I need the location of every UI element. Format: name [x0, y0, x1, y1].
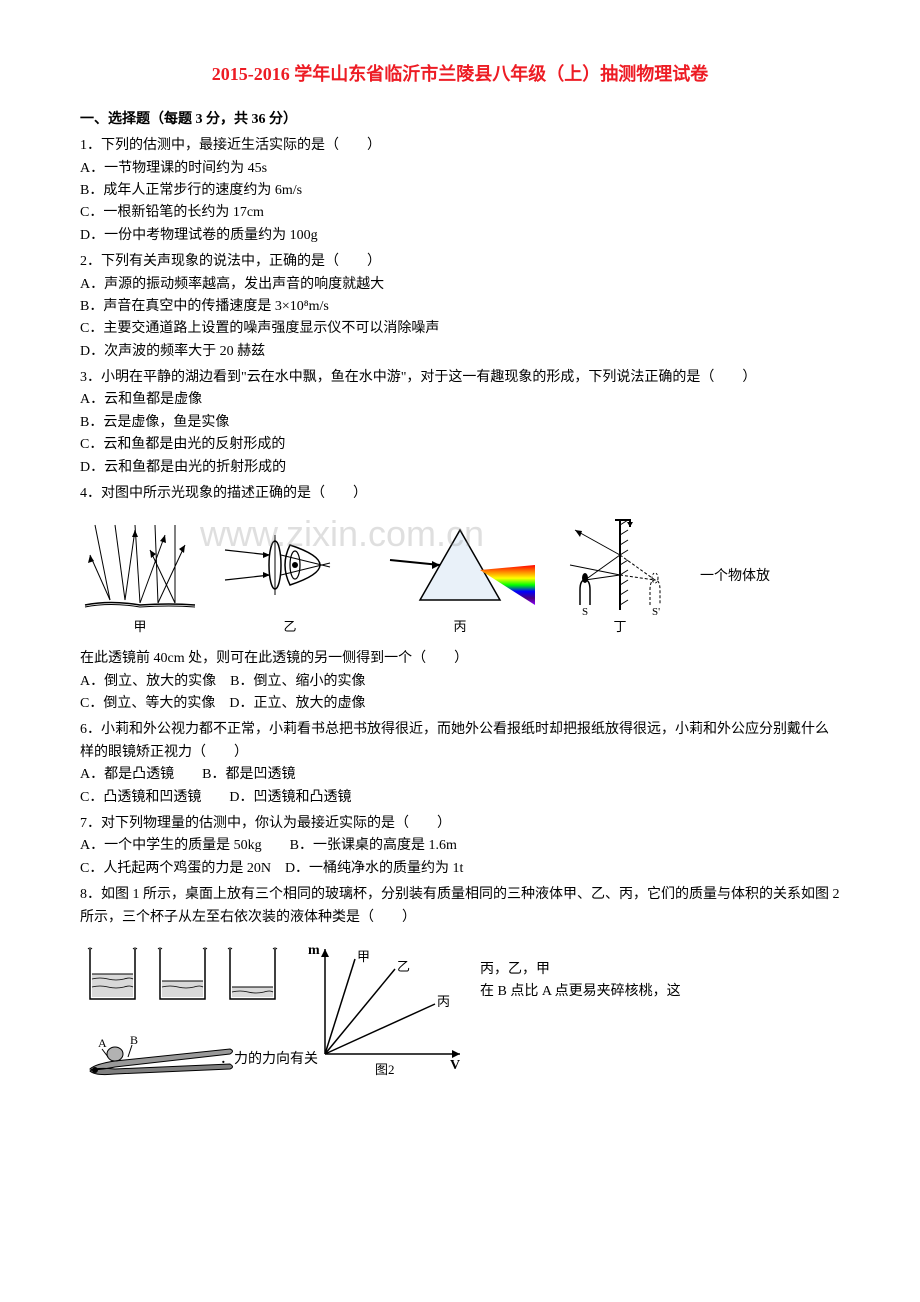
svg-text:B: B	[130, 1033, 138, 1047]
svg-text:S': S'	[652, 606, 660, 615]
svg-text:甲: 甲	[357, 949, 370, 964]
svg-text:V: V	[450, 1058, 460, 1073]
q4-label-yi: 乙	[283, 617, 296, 638]
q3-option-b: B．云是虚像，鱼是实像	[80, 412, 840, 434]
svg-text:乙: 乙	[397, 959, 410, 974]
q8-graph: m V 甲 乙 丙 图2	[300, 939, 470, 1079]
q6-option-ab: A．都是凸透镜 B．都是凹透镜	[80, 764, 840, 786]
q1-option-a: A．一节物理课的时间约为 45s	[80, 158, 840, 180]
q4-label-jia: 甲	[133, 617, 146, 638]
q5-tail: 一个物体放	[700, 566, 770, 588]
svg-text:m: m	[308, 943, 320, 958]
q8-right-text: 丙，乙，甲 在 B 点比 A 点更易夹碎核桃，这	[480, 939, 840, 1004]
mirror-image-icon: S S'	[560, 515, 680, 615]
q3-option-d: D．云和鱼都是由光的折射形成的	[80, 457, 840, 479]
q5-option-cd: C．倒立、等大的实像 D．正立、放大的虚像	[80, 693, 840, 715]
q7-option-cd: C．人托起两个鸡蛋的力是 20N D．一桶纯净水的质量约为 1t	[80, 858, 840, 880]
q8-figure-row: A B m V 甲 乙 丙 图2 丙，乙，甲 在 B 点比 A 点更易夹碎核桃，…	[80, 939, 840, 1099]
q1-option-d: D．一份中考物理试卷的质量约为 100g	[80, 225, 840, 247]
q4-figure-jia: 甲	[80, 515, 200, 638]
q4-figure-ding: S S' 丁	[560, 515, 680, 638]
q9-fragment: ．力的力向有关	[220, 1049, 840, 1071]
svg-text:S: S	[582, 606, 588, 615]
q8-stem: 8．如图 1 所示，桌面上放有三个相同的玻璃杯，分别装有质量相同的三种液体甲、乙…	[80, 884, 840, 929]
q5-stem-line2: 在此透镜前 40cm 处，则可在此透镜的另一侧得到一个（ ）	[80, 648, 840, 670]
q3-option-c: C．云和鱼都是由光的反射形成的	[80, 434, 840, 456]
mv-graph-icon: m V 甲 乙 丙 图2	[300, 939, 470, 1079]
q3-option-a: A．云和鱼都是虚像	[80, 389, 840, 411]
q8-right-text1: 丙，乙，甲	[480, 959, 840, 981]
q6-option-cd: C．凸透镜和凹透镜 D．凹透镜和凸透镜	[80, 787, 840, 809]
q6-stem: 6．小莉和外公视力都不正常，小莉看书总把书放得很近，而她外公看报纸时却把报纸放得…	[80, 719, 840, 764]
svg-text:图2: 图2	[375, 1062, 395, 1077]
q1-option-b: B．成年人正常步行的速度约为 6m/s	[80, 180, 840, 202]
exam-title: 2015-2016 学年山东省临沂市兰陵县八年级（上）抽测物理试卷	[80, 60, 840, 89]
q2-option-d: D．次声波的频率大于 20 赫兹	[80, 341, 840, 363]
svg-text:A: A	[98, 1036, 107, 1050]
q2-option-c: C．主要交通道路上设置的噪声强度显示仪不可以消除噪声	[80, 318, 840, 340]
q4-figure-row: www.zixin.com.cn 甲	[80, 515, 840, 638]
prism-dispersion-icon	[380, 515, 540, 615]
q2-option-b: B．声音在真空中的传播速度是 3×10⁸m/s	[80, 296, 840, 318]
q7-stem: 7．对下列物理量的估测中，你认为最接近实际的是（ ）	[80, 813, 840, 835]
q1-stem: 1．下列的估测中，最接近生活实际的是（ ）	[80, 135, 840, 157]
q8-beakers: A B	[80, 939, 290, 1099]
q2-stem: 2．下列有关声现象的说法中，正确的是（ ）	[80, 251, 840, 273]
q7-option-ab: A．一个中学生的质量是 50kg B．一张课桌的高度是 1.6m	[80, 835, 840, 857]
svg-text:丙: 丙	[437, 994, 450, 1009]
beakers-icon	[80, 939, 290, 1029]
q4-label-bing: 丙	[453, 617, 466, 638]
section-1-header: 一、选择题（每题 3 分，共 36 分）	[80, 109, 840, 131]
q4-label-ding: 丁	[613, 617, 626, 638]
q4-stem: 4．对图中所示光现象的描述正确的是（ ）	[80, 483, 840, 505]
q5-option-ab: A．倒立、放大的实像 B．倒立、缩小的实像	[80, 671, 840, 693]
q4-figure-yi: 乙	[220, 515, 360, 638]
q4-figure-bing: 丙	[380, 515, 540, 638]
q1-option-c: C．一根新铅笔的长约为 17cm	[80, 202, 840, 224]
q2-option-a: A．声源的振动频率越高，发出声音的响度就越大	[80, 274, 840, 296]
eye-lens-icon	[220, 515, 360, 615]
q8-right-text2: 在 B 点比 A 点更易夹碎核桃，这	[480, 981, 840, 1003]
q3-stem: 3．小明在平静的湖边看到"云在水中飘，鱼在水中游"，对于这一有趣现象的形成，下列…	[80, 367, 840, 389]
diffuse-reflection-icon	[80, 515, 200, 615]
